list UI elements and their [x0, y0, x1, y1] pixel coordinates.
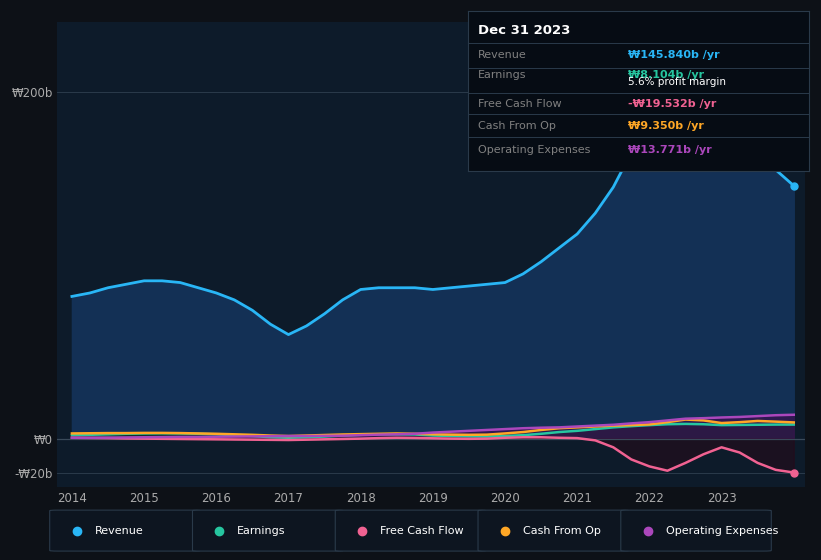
FancyBboxPatch shape: [335, 510, 486, 551]
Text: Revenue: Revenue: [94, 526, 143, 535]
Text: Cash From Op: Cash From Op: [523, 526, 601, 535]
Text: 5.6% profit margin: 5.6% profit margin: [628, 77, 726, 87]
FancyBboxPatch shape: [50, 510, 200, 551]
FancyBboxPatch shape: [621, 510, 771, 551]
Text: Cash From Op: Cash From Op: [478, 121, 556, 131]
Text: Operating Expenses: Operating Expenses: [478, 145, 590, 155]
Text: Operating Expenses: Operating Expenses: [666, 526, 778, 535]
Text: Revenue: Revenue: [478, 50, 527, 60]
Text: -₩19.532b /yr: -₩19.532b /yr: [628, 99, 717, 109]
Text: Free Cash Flow: Free Cash Flow: [380, 526, 464, 535]
Text: Earnings: Earnings: [237, 526, 286, 535]
Text: ₩13.771b /yr: ₩13.771b /yr: [628, 145, 712, 155]
Text: Dec 31 2023: Dec 31 2023: [478, 24, 571, 37]
Text: Earnings: Earnings: [478, 70, 527, 80]
FancyBboxPatch shape: [192, 510, 343, 551]
Text: ₩9.350b /yr: ₩9.350b /yr: [628, 121, 704, 131]
FancyBboxPatch shape: [478, 510, 629, 551]
Text: Free Cash Flow: Free Cash Flow: [478, 99, 562, 109]
Text: ₩8.104b /yr: ₩8.104b /yr: [628, 70, 704, 80]
Text: ₩145.840b /yr: ₩145.840b /yr: [628, 50, 720, 60]
